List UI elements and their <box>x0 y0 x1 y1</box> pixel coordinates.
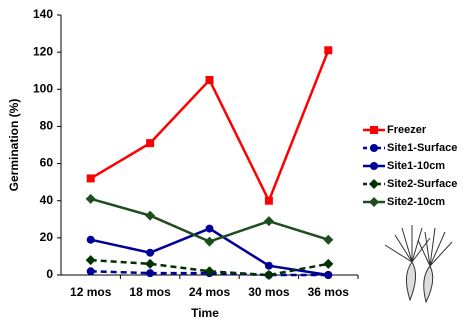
marker <box>87 267 95 275</box>
marker <box>369 197 379 207</box>
marker <box>323 235 333 245</box>
marker <box>146 139 154 147</box>
x-tick-label: 30 mos <box>248 285 290 299</box>
marker <box>206 76 214 84</box>
marker <box>265 262 273 270</box>
marker <box>265 197 273 205</box>
marker <box>370 144 378 152</box>
marker <box>87 174 95 182</box>
marker <box>145 211 155 221</box>
marker <box>370 126 378 134</box>
marker <box>324 46 332 54</box>
y-tick-label: 60 <box>40 156 54 170</box>
marker <box>146 249 154 257</box>
marker <box>86 255 96 265</box>
y-axis-title: Germination (%) <box>7 99 21 192</box>
marker <box>264 216 274 226</box>
marker <box>145 259 155 269</box>
marker <box>146 269 154 277</box>
marker <box>205 237 215 247</box>
legend-label: Site2-10cm <box>387 196 445 208</box>
marker <box>324 271 332 279</box>
y-tick-label: 40 <box>40 193 54 207</box>
legend-label: Site1-Surface <box>387 142 457 154</box>
series-line <box>91 199 329 242</box>
marker <box>86 194 96 204</box>
x-tick-label: 18 mos <box>129 285 171 299</box>
x-tick-label: 36 mos <box>308 285 350 299</box>
legend-label: Freezer <box>387 124 427 136</box>
marker <box>87 236 95 244</box>
x-axis-title: Time <box>191 306 219 320</box>
y-tick-label: 120 <box>33 44 53 58</box>
seed-illustration <box>385 225 452 302</box>
y-tick-label: 20 <box>40 230 54 244</box>
y-tick-label: 100 <box>33 81 53 95</box>
marker <box>264 270 274 280</box>
series-line <box>91 50 329 200</box>
x-tick-label: 24 mos <box>189 285 231 299</box>
legend-label: Site1-10cm <box>387 160 445 172</box>
marker <box>370 162 378 170</box>
marker <box>323 259 333 269</box>
legend-label: Site2-Surface <box>387 178 457 190</box>
y-tick-label: 80 <box>40 119 54 133</box>
x-tick-label: 12 mos <box>70 285 112 299</box>
y-tick-label: 140 <box>33 7 53 21</box>
chart: Time Germination (%) 0 20 40 60 80 100 120 140 1… <box>0 0 467 324</box>
y-tick-label: 0 <box>46 267 53 281</box>
marker <box>206 225 214 233</box>
marker <box>369 179 379 189</box>
